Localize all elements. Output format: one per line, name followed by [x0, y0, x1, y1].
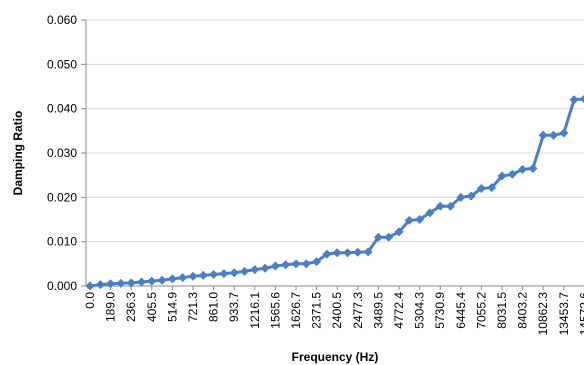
x-tick-label: 0.0: [83, 292, 97, 309]
data-point: [353, 247, 363, 257]
x-tick-label: 5730.9: [433, 292, 447, 329]
data-point: [106, 279, 116, 289]
data-point: [363, 247, 373, 257]
data-point: [229, 268, 239, 278]
x-axis-ticks: 0.0 189.0 236.3 405.5 514.9 721.3 861.0 933.7 12…: [83, 286, 584, 335]
data-point: [209, 269, 219, 279]
y-axis-title: Damping Ratio: [11, 111, 25, 196]
data-point: [446, 201, 455, 211]
data-point: [157, 275, 167, 285]
data-point: [518, 164, 528, 174]
data-point: [116, 278, 126, 288]
y-tick-label: 0.050: [47, 57, 77, 71]
data-point: [270, 261, 280, 271]
data-point: [559, 128, 569, 138]
x-tick-label: 6445.4: [454, 292, 468, 329]
y-tick-label: 0.010: [47, 235, 77, 249]
x-tick-label: 8403.2: [516, 292, 530, 329]
x-tick-label: 405.5: [145, 292, 159, 322]
x-tick-label: 5304.3: [413, 292, 427, 329]
x-tick-label: 8031.5: [495, 292, 509, 329]
data-point: [95, 280, 105, 290]
data-point: [435, 201, 445, 211]
data-point: [332, 248, 342, 258]
x-tick-label: 2371.5: [310, 292, 324, 329]
data-point: [281, 260, 291, 270]
x-tick-label: 14572.6: [577, 292, 584, 336]
data-point: [497, 171, 507, 181]
x-tick-label: 2477.3: [351, 292, 365, 329]
data-point: [322, 249, 332, 259]
data-point: [487, 183, 497, 193]
x-tick-label: 13453.7: [557, 292, 571, 336]
y-tick-label: 0.060: [47, 13, 77, 27]
x-tick-label: 721.3: [186, 292, 200, 322]
data-point: [394, 227, 404, 237]
data-point: [507, 169, 517, 179]
gridlines: [86, 19, 584, 243]
y-tick-label: 0.000: [47, 279, 77, 293]
x-tick-label: 3489.5: [371, 292, 385, 329]
data-point: [291, 259, 301, 269]
data-point: [549, 130, 558, 140]
x-tick-label: 1626.7: [289, 292, 303, 329]
data-point: [476, 183, 486, 193]
data-point: [126, 278, 136, 288]
data-point: [250, 265, 260, 275]
y-axis-ticks: 0.000 0.010 0.020 0.030 0.040 0.050 0.060: [47, 13, 86, 293]
data-point: [528, 164, 538, 174]
y-tick-label: 0.020: [47, 190, 77, 204]
x-tick-label: 236.3: [124, 292, 138, 322]
data-point: [373, 232, 383, 242]
x-tick-label: 1216.1: [248, 292, 262, 329]
x-tick-label: 2400.5: [330, 292, 344, 329]
data-point: [415, 215, 425, 224]
data-point: [219, 269, 229, 279]
x-axis-title: Frequency (Hz): [292, 350, 379, 364]
data-point: [425, 208, 435, 218]
y-tick-label: 0.030: [47, 146, 77, 160]
x-tick-label: 189.0: [104, 292, 118, 322]
data-point: [260, 263, 270, 273]
data-point: [312, 257, 322, 267]
data-point: [456, 192, 466, 202]
data-point: [167, 274, 177, 284]
data-point: [343, 248, 352, 258]
x-tick-label: 7055.2: [474, 292, 488, 329]
x-tick-label: 861.0: [207, 292, 221, 322]
x-tick-label: 1565.6: [268, 292, 282, 329]
y-tick-label: 0.040: [47, 102, 77, 116]
data-point: [301, 259, 311, 269]
x-tick-label: 4772.4: [392, 292, 406, 329]
x-tick-label: 10862.3: [536, 292, 550, 336]
data-point: [579, 94, 584, 104]
data-point: [404, 215, 414, 225]
data-point: [198, 270, 208, 280]
damping-ratio-series: [85, 94, 584, 291]
data-point: [85, 281, 95, 291]
data-point: [569, 95, 579, 105]
data-point: [137, 277, 146, 287]
x-tick-label: 514.9: [165, 292, 179, 322]
data-point: [538, 130, 548, 140]
data-point: [178, 273, 188, 283]
data-point: [188, 271, 198, 281]
x-tick-label: 933.7: [227, 292, 241, 322]
data-point: [466, 191, 476, 201]
data-point: [147, 276, 157, 286]
data-point: [240, 266, 249, 276]
data-point: [384, 232, 394, 242]
